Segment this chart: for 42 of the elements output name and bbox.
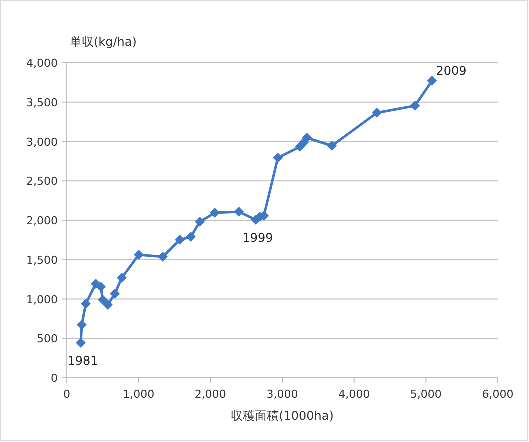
point [210,208,220,218]
y-tick-label: 500 [37,332,58,346]
point [77,320,88,330]
point [96,282,106,292]
y-tick-label: 1,000 [26,293,58,306]
y-tick-label: 1,500 [26,254,58,267]
point [110,288,120,299]
x-axis-title: 収穫面積(1000ha) [231,409,334,423]
point [327,141,338,152]
point [195,216,206,227]
x-tick-label: 4,000 [338,388,370,401]
point [158,252,168,262]
y-tick-label: 2,000 [26,214,58,228]
x-tick-label: 3,000 [266,388,298,401]
x-tick-label: 6,000 [482,388,514,401]
point [98,295,108,306]
annotation: 1999 [242,231,274,246]
y-tick-label: 3,500 [26,96,58,110]
point [134,250,144,260]
point [427,76,438,86]
y-tick-label: 0 [51,372,58,385]
point [186,232,196,242]
x-tick-label: 0 [64,388,70,401]
point [234,206,244,217]
point [175,235,186,246]
y-tick-label: 2,500 [26,175,58,188]
point [76,338,86,348]
x-tick-label: 1,000 [123,388,155,401]
annotation: 1981 [68,354,98,368]
point [410,101,420,111]
point [273,152,284,163]
point [103,300,114,310]
y-axis-title: 単収(kg/ha) [70,35,137,49]
x-tick-label: 5,000 [410,388,442,401]
y-tick-label: 4,000 [26,57,58,70]
point [81,298,92,309]
point [117,272,128,283]
y-tick-label: 3,000 [26,136,58,149]
point [372,108,382,118]
point [302,133,312,144]
x-tick-label: 2,000 [194,388,226,401]
annotation: 2009 [436,64,467,78]
